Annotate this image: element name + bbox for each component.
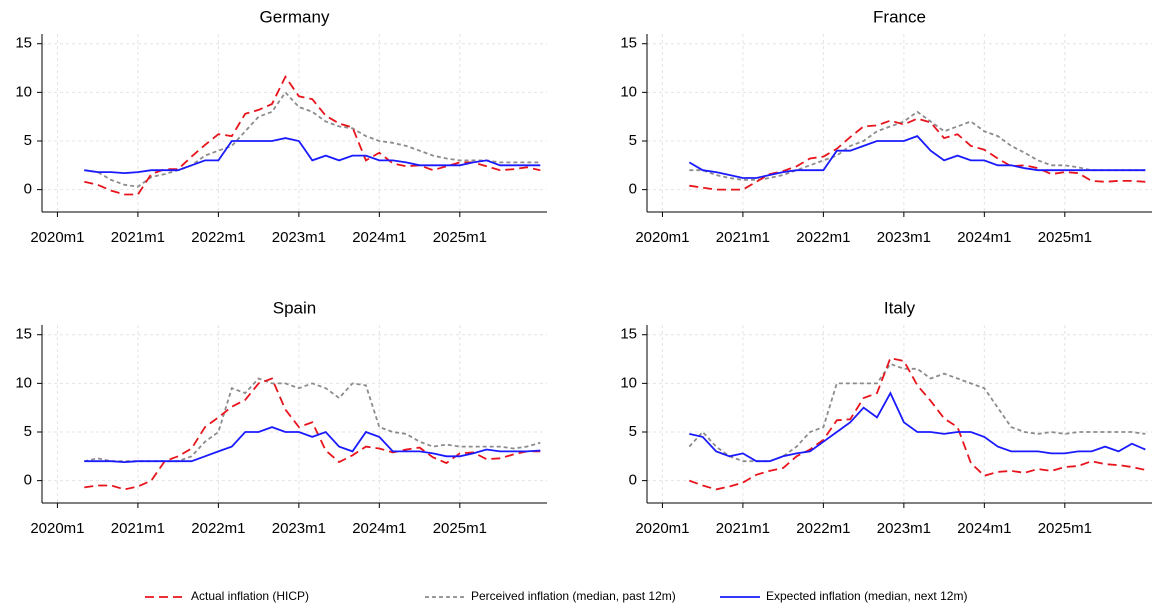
x-tick-label: 2024m1 (957, 229, 1011, 246)
y-tick-label: 15 (15, 326, 32, 343)
x-tick-label: 2023m1 (272, 520, 326, 537)
y-tick-label: 0 (629, 181, 637, 198)
series-line (84, 137, 541, 175)
x-tick-label: 2022m1 (796, 229, 850, 246)
x-tick-label: 2025m1 (433, 229, 487, 246)
x-tick-label: 2024m1 (352, 229, 406, 246)
series-line (84, 426, 541, 464)
x-tick-label: 2025m1 (1038, 520, 1092, 537)
series-line (689, 110, 1146, 181)
x-tick-label: 2020m1 (30, 229, 84, 246)
panel-title: Italy (884, 298, 916, 317)
series-line (84, 377, 541, 491)
x-tick-label: 2020m1 (635, 229, 689, 246)
x-tick-label: 2021m1 (111, 229, 165, 246)
series-line (84, 377, 541, 463)
x-tick-label: 2022m1 (191, 520, 245, 537)
y-tick-label: 10 (620, 83, 637, 100)
x-tick-label: 2024m1 (957, 520, 1011, 537)
x-tick-label: 2021m1 (111, 520, 165, 537)
legend-label: Actual inflation (HICP) (191, 589, 309, 603)
x-tick-label: 2022m1 (191, 229, 245, 246)
x-tick-label: 2023m1 (272, 229, 326, 246)
y-tick-label: 5 (629, 423, 637, 440)
x-tick-label: 2024m1 (352, 520, 406, 537)
x-tick-label: 2025m1 (433, 520, 487, 537)
panel-title: Spain (273, 298, 316, 317)
y-tick-label: 10 (15, 374, 32, 391)
y-tick-label: 5 (24, 132, 32, 149)
x-tick-label: 2023m1 (877, 520, 931, 537)
series-line (689, 391, 1146, 463)
y-tick-label: 15 (620, 35, 637, 52)
x-tick-label: 2022m1 (796, 520, 850, 537)
y-tick-label: 10 (620, 374, 637, 391)
series-line (689, 117, 1146, 191)
series-line (688, 135, 1146, 179)
legend-label: Perceived inflation (median, past 12m) (471, 589, 676, 603)
panel-title: Germany (260, 7, 330, 26)
y-tick-label: 15 (620, 326, 637, 343)
x-tick-label: 2020m1 (30, 520, 84, 537)
x-tick-label: 2021m1 (716, 229, 770, 246)
x-tick-label: 2025m1 (1038, 229, 1092, 246)
x-tick-label: 2023m1 (877, 229, 931, 246)
y-tick-label: 5 (24, 423, 32, 440)
x-tick-label: 2021m1 (716, 520, 770, 537)
y-tick-label: 0 (24, 181, 32, 198)
series-line (688, 362, 1146, 463)
series-line (84, 90, 541, 188)
y-tick-label: 5 (629, 132, 637, 149)
y-tick-label: 0 (629, 472, 637, 489)
x-tick-label: 2020m1 (635, 520, 689, 537)
y-tick-label: 0 (24, 472, 32, 489)
y-tick-label: 15 (15, 35, 32, 52)
panel-title: France (873, 7, 926, 26)
series-line (84, 75, 541, 196)
y-tick-label: 10 (15, 83, 32, 100)
legend-label: Expected inflation (median, next 12m) (766, 589, 967, 603)
series-line (688, 357, 1146, 491)
